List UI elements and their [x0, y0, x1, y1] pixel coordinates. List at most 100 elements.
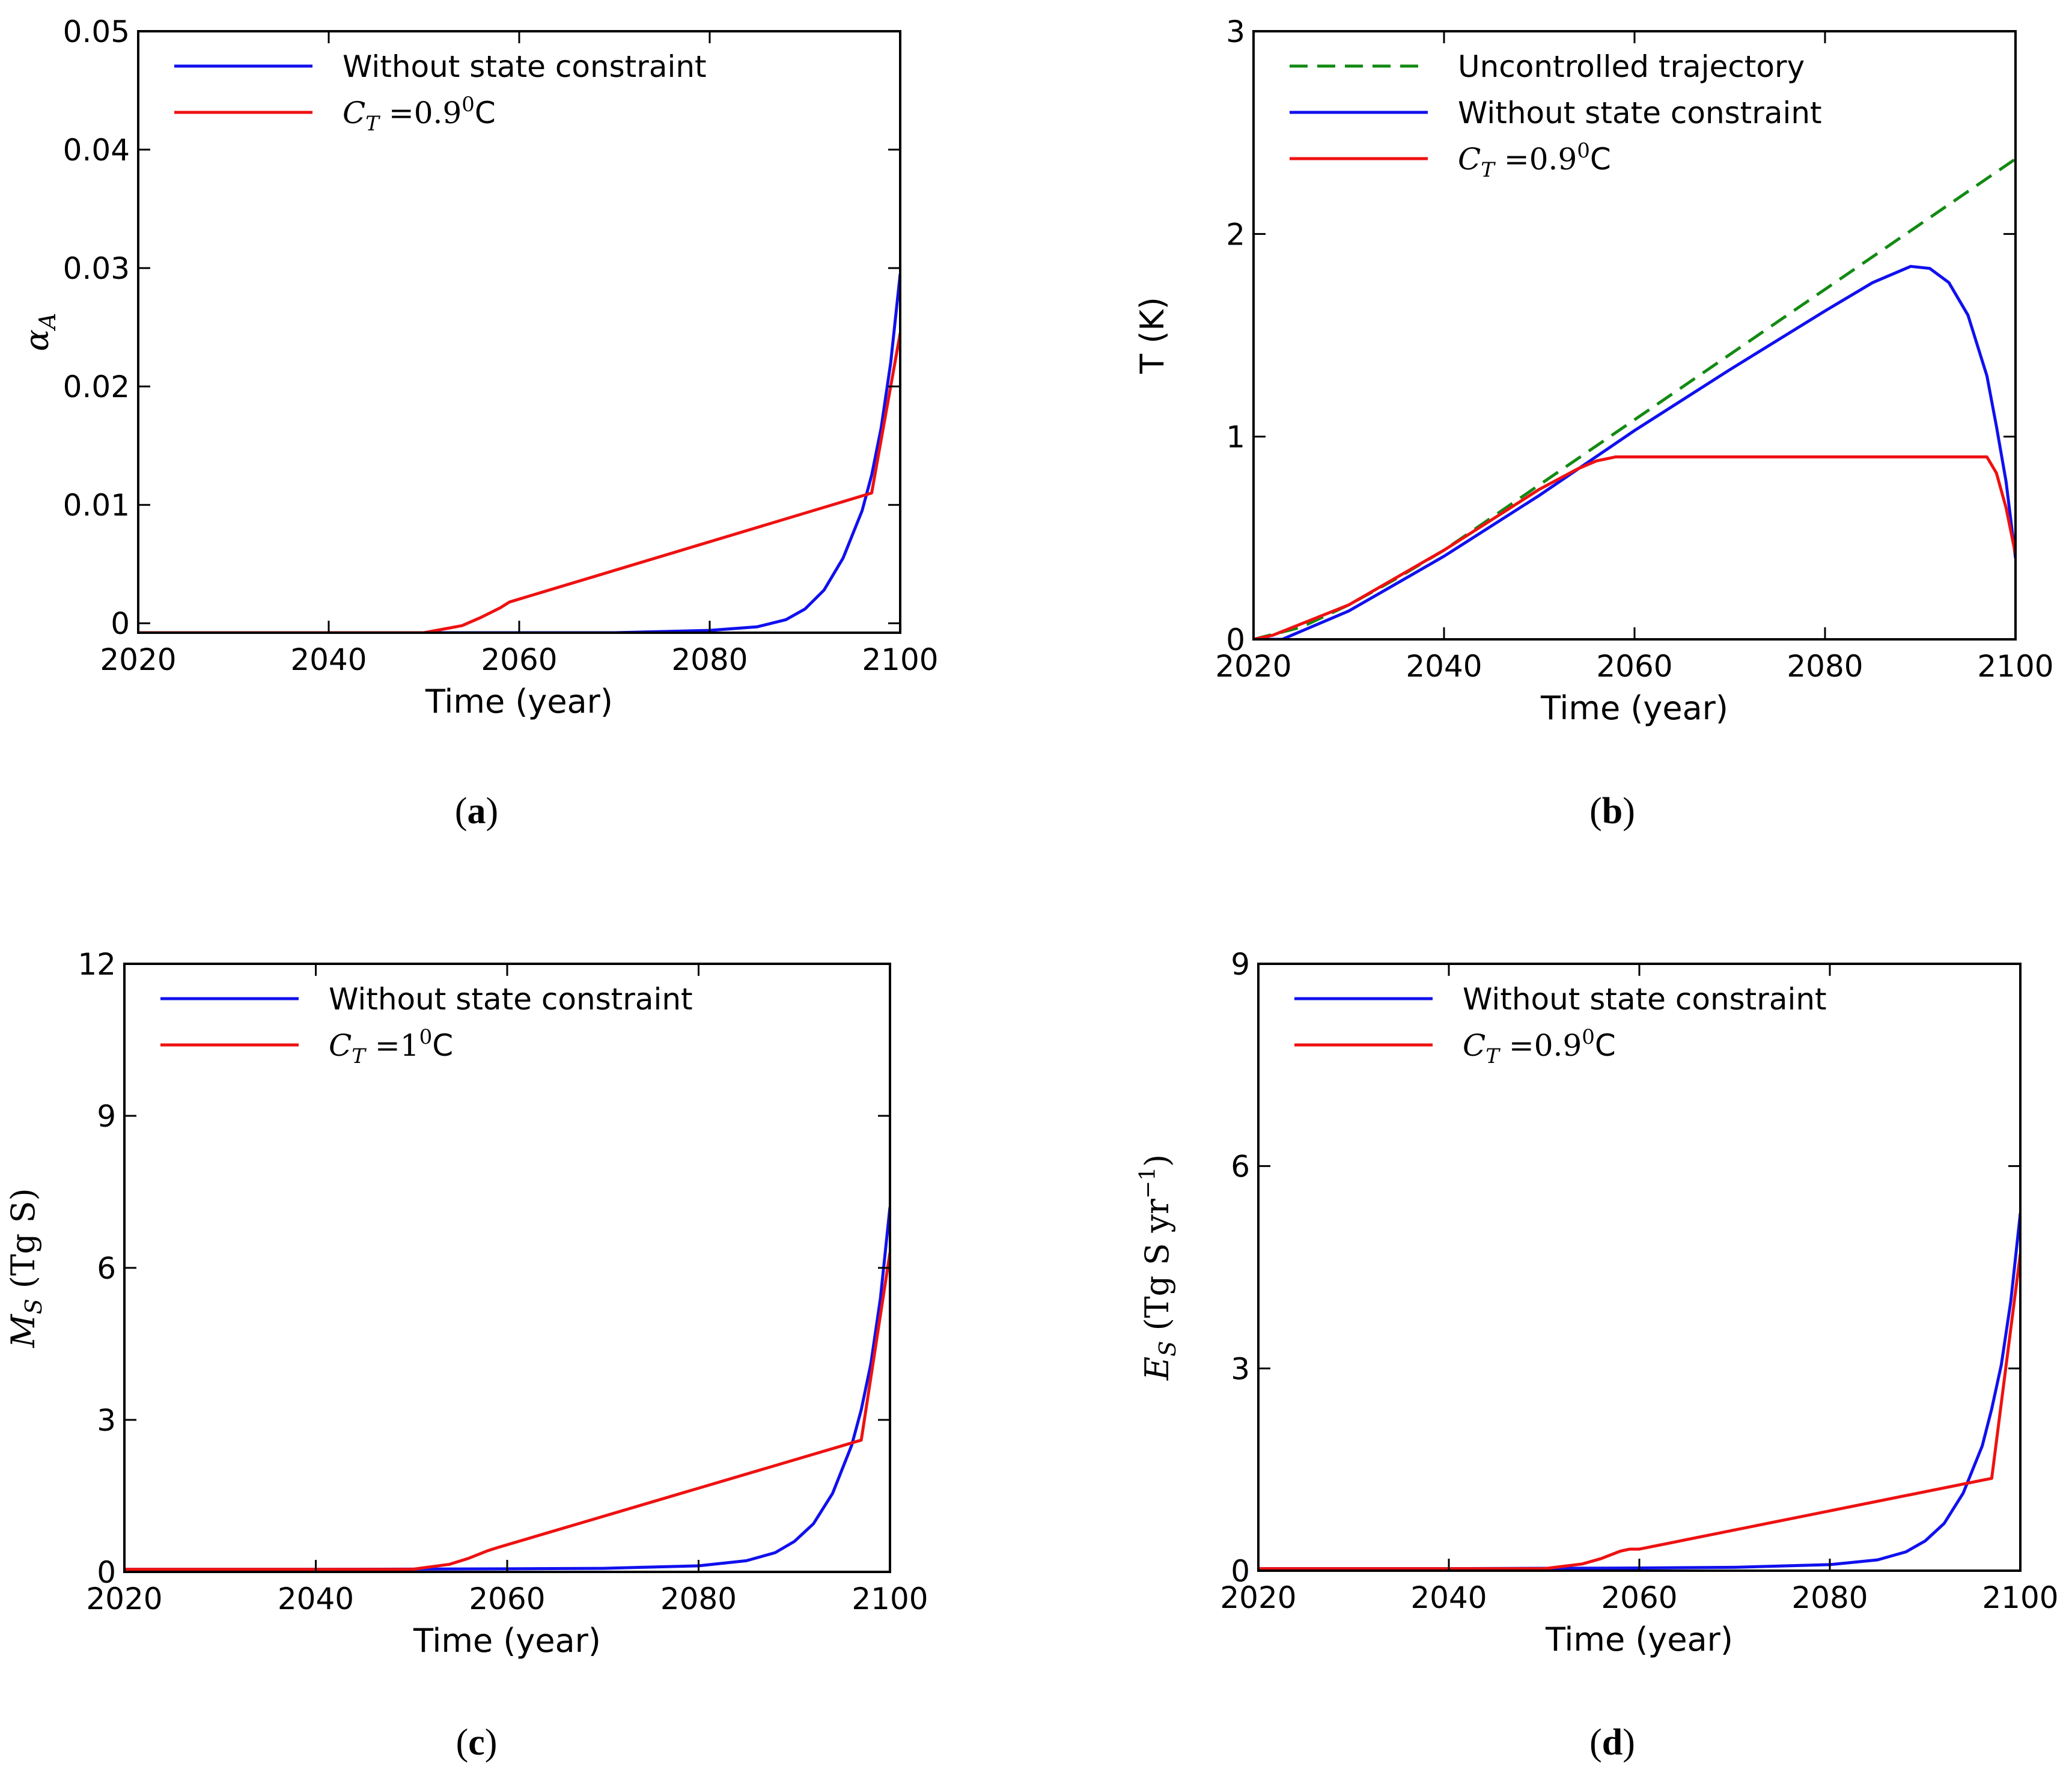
legend-text: Without state constraint: [343, 49, 707, 84]
panel-paren-close: ): [1623, 1722, 1635, 1763]
legend-value: =0.9: [1495, 142, 1577, 177]
series-line-red: [138, 333, 900, 633]
series-line-red: [1258, 1253, 2020, 1571]
series-line-blue: [1254, 264, 2016, 639]
series-line-red: [124, 1252, 890, 1571]
y-label-tail: ): [1138, 1154, 1176, 1167]
panel-paren-open: (: [1589, 791, 1602, 832]
y-tick-label: 3: [1226, 14, 1245, 49]
y-tick-label: 12: [78, 947, 116, 982]
chart-panel-a: 2020 2040 2060 2080 2100 0 0.01 0.02 0.03 0.04 0.0…: [18, 14, 939, 832]
y-tick-label: 0.04: [63, 133, 130, 168]
y-label-text: (Tg S): [4, 1188, 42, 1298]
y-tick-label: 3: [97, 1403, 116, 1438]
plot-frame: [123, 963, 891, 1573]
legend-unit: C: [432, 1028, 453, 1063]
y-tick-label: 0.02: [63, 370, 130, 404]
legend-text: Without state constraint: [1458, 96, 1822, 130]
y-axis-label: ES (Tg S yr−1): [1136, 1154, 1181, 1381]
legend-label: Without state constraint: [1463, 982, 1827, 1017]
x-tick-label: 2040: [1410, 1580, 1487, 1615]
series-lines: [124, 1207, 890, 1571]
x-tick-label: 2100: [852, 1582, 928, 1616]
y-label-text: (Tg S yr: [1138, 1199, 1176, 1341]
x-axis-label: Time (year): [413, 1622, 601, 1660]
x-tick-label: 2060: [1601, 1580, 1677, 1615]
legend-unit: C: [475, 96, 496, 130]
panel-letter: b: [1602, 791, 1623, 832]
y-tick-label: 0: [111, 606, 130, 641]
series-line-blue: [138, 273, 900, 633]
legend-text: Without state constraint: [1463, 982, 1827, 1017]
panel-paren-close: ): [486, 791, 499, 832]
series-lines: [138, 273, 900, 633]
x-tick-label: 2080: [1787, 649, 1863, 684]
panel-paren-open: (: [456, 1722, 469, 1763]
y-label-symbol: M: [4, 1314, 42, 1348]
x-axis-label: Time (year): [1545, 1621, 1733, 1658]
legend-superscript: 0: [462, 93, 475, 117]
legend-text: Without state constraint: [329, 982, 693, 1017]
y-axis-label: MS (Tg S): [4, 1188, 47, 1348]
x-axis-label: Time (year): [425, 683, 613, 720]
y-tick-label: 3: [1231, 1351, 1250, 1386]
x-tick-label: 2100: [862, 642, 938, 677]
y-tick-label: 0: [97, 1555, 116, 1590]
legend-label: CT =0.90C: [1463, 1025, 1616, 1068]
legend-symbol: C: [343, 96, 365, 130]
y-axis-label: T (K): [1133, 297, 1171, 374]
chart-panel-b: 2020 2040 2060 2080 2100 0 1 2 3 Time (year) T (K)…: [1133, 14, 2054, 832]
x-tick-label: 2020: [1220, 1580, 1296, 1615]
legend-value: =0.9: [379, 96, 462, 130]
legend-label: CT =0.90C: [1458, 139, 1611, 182]
legend-superscript: 0: [1582, 1025, 1595, 1049]
panel-label: (c): [456, 1722, 498, 1763]
y-tick-label: 0: [1226, 623, 1245, 657]
legend-value: =1: [365, 1028, 419, 1063]
series-line-blue: [124, 1207, 890, 1571]
legend-label: Uncontrolled trajectory: [1458, 49, 1805, 84]
legend-subscript: T: [352, 1044, 367, 1068]
legend-label: Without state constraint: [1458, 96, 1822, 130]
x-tick-label: 2020: [1215, 649, 1291, 684]
x-tick-label: 2080: [671, 642, 748, 677]
y-tick-label: 0.01: [63, 488, 130, 523]
plot-frame: [137, 30, 901, 634]
legend-unit: C: [1590, 142, 1611, 177]
panel-paren-open: (: [1589, 1722, 1602, 1763]
x-axis-label: Time (year): [1540, 689, 1728, 727]
panel-label: (a): [455, 791, 498, 832]
y-tick-label: 2: [1226, 217, 1245, 252]
legend-symbol: C: [329, 1028, 352, 1063]
y-tick-label: 6: [97, 1251, 116, 1286]
legend-label: CT =10C: [329, 1025, 453, 1068]
panel-paren-close: ): [485, 1722, 498, 1763]
y-label-subscript: A: [34, 313, 61, 331]
series-lines: [1258, 1213, 2020, 1571]
panel-paren-close: ): [1623, 791, 1635, 832]
legend-subscript: T: [1481, 158, 1496, 182]
x-tick-label: 2040: [290, 642, 367, 677]
legend-subscript: T: [365, 112, 380, 136]
y-label-superscript: −1: [1136, 1167, 1160, 1199]
legend-unit: C: [1595, 1028, 1616, 1063]
y-tick-label: 0.03: [63, 251, 130, 286]
x-tick-label: 2080: [660, 1582, 737, 1616]
x-tick-label: 2020: [100, 642, 176, 677]
legend-superscript: 0: [419, 1025, 433, 1049]
x-tick-label: 2020: [86, 1582, 162, 1616]
y-label-text: T (K): [1133, 297, 1171, 374]
y-axis-label: αA: [18, 313, 61, 352]
x-tick-label: 2100: [1977, 649, 2053, 684]
legend-symbol: C: [1458, 142, 1481, 177]
series-line-red: [1254, 455, 2016, 639]
y-tick-label: 9: [1231, 947, 1250, 982]
panel-label: (b): [1589, 791, 1635, 832]
y-label-subscript: S: [1154, 1341, 1181, 1357]
legend-superscript: 0: [1577, 139, 1590, 163]
legend-text: Uncontrolled trajectory: [1458, 49, 1805, 84]
